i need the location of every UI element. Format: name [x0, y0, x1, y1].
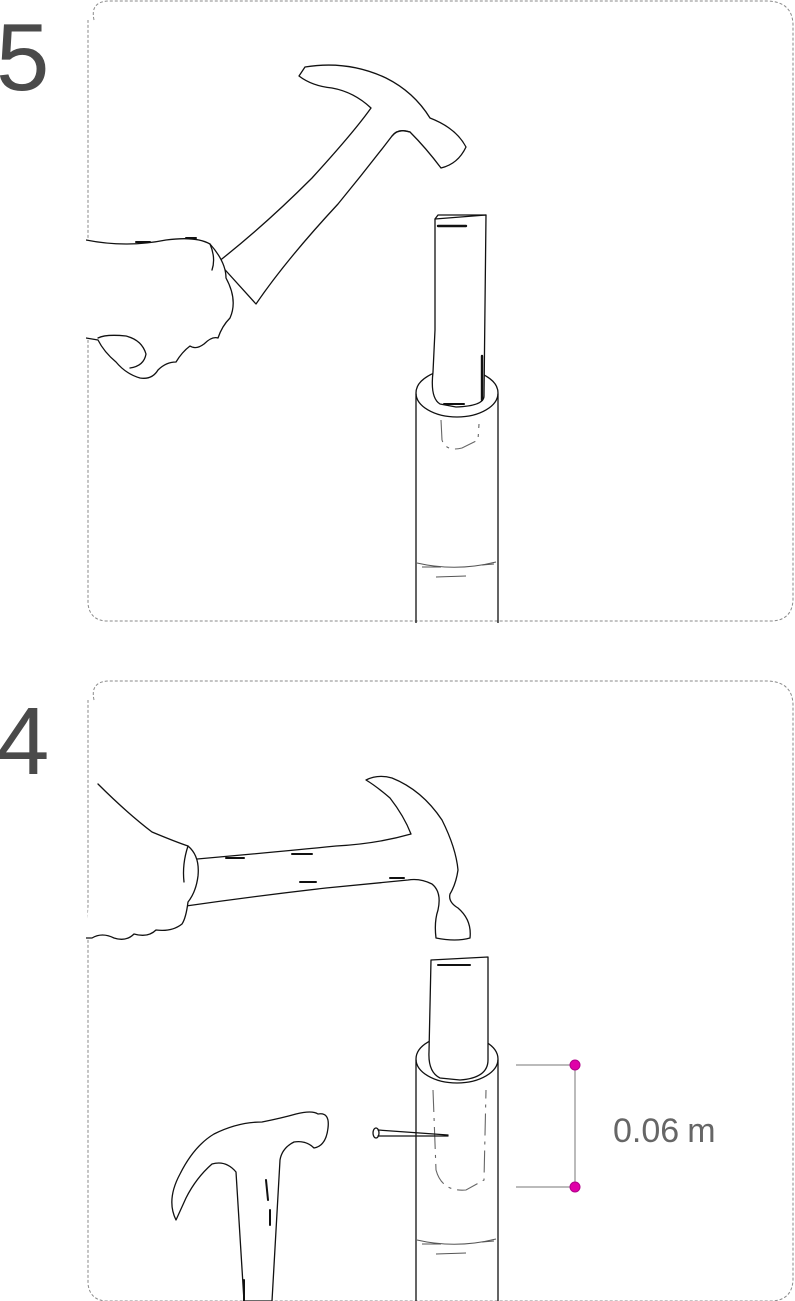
nail: [372, 1127, 449, 1139]
resting-hammer: [171, 1111, 329, 1301]
hammer: [185, 775, 471, 941]
step-5-panel: [86, 0, 795, 623]
dimension-label: 0.06 m: [613, 1112, 716, 1150]
step-4-panel: 0.06 m: [86, 680, 795, 1301]
panel-frame: [87, 680, 794, 1301]
wedge: [428, 956, 489, 1191]
dimension-value: 0.06: [613, 1112, 679, 1150]
step-4-illustration: 0.06 m: [86, 680, 794, 1301]
dimension-marker: 0.06 m: [516, 1059, 716, 1193]
dimension-bottom-dot: [569, 1181, 581, 1193]
panel-frame: [87, 0, 794, 622]
hand: [86, 783, 199, 940]
hand: [86, 237, 234, 379]
dimension-top-dot: [569, 1059, 581, 1071]
wedge: [431, 214, 487, 450]
dimension-unit: m: [687, 1112, 715, 1150]
pipe: [415, 368, 499, 623]
pipe: [415, 1034, 499, 1301]
step-number-5: 5: [0, 4, 50, 111]
hammer: [217, 64, 467, 305]
step-5-illustration: [86, 0, 794, 623]
step-number-4: 4: [0, 688, 50, 795]
